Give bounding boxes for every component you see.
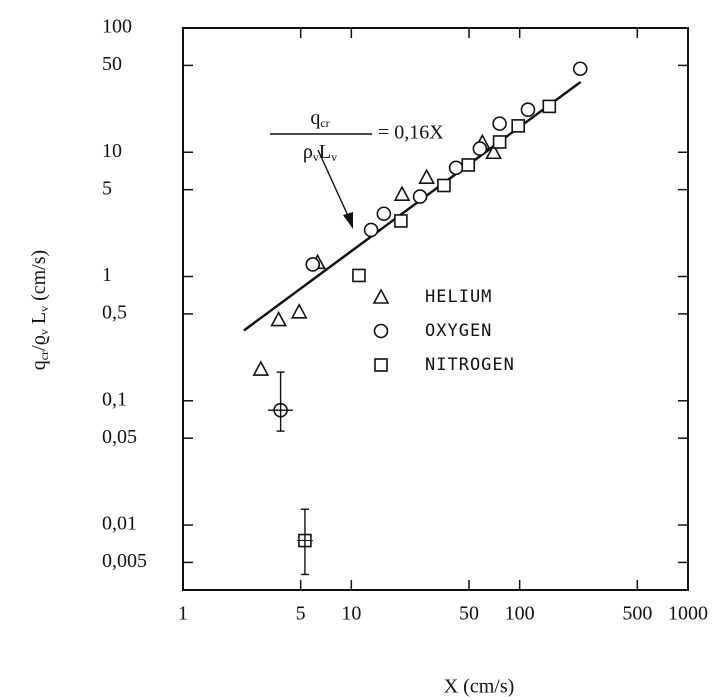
y-axis-label-part: cr bbox=[37, 351, 51, 360]
annotation-denominator-part: L bbox=[319, 141, 331, 163]
marker bbox=[437, 178, 451, 193]
y-tick-label: 50 bbox=[102, 53, 122, 75]
y-tick-label: 0,5 bbox=[102, 302, 127, 324]
marker bbox=[418, 168, 435, 184]
x-tick-label: 10 bbox=[341, 603, 361, 625]
y-tick-label: 10 bbox=[102, 140, 122, 162]
marker bbox=[376, 206, 392, 222]
x-tick-label: 500 bbox=[622, 603, 652, 625]
marker bbox=[374, 358, 388, 372]
x-tick-label: 100 bbox=[505, 603, 535, 625]
annotation-numerator: qcr bbox=[310, 107, 329, 130]
y-tick-label: 0,1 bbox=[102, 388, 127, 410]
marker bbox=[520, 102, 536, 118]
marker bbox=[472, 141, 488, 156]
x-tick-label: 5 bbox=[296, 603, 306, 625]
y-axis-label-part: L bbox=[28, 312, 50, 329]
marker bbox=[511, 119, 525, 133]
marker bbox=[485, 143, 502, 160]
annotation-denominator: ρvLv bbox=[303, 141, 337, 164]
annotation-denominator-part: ρ bbox=[303, 141, 313, 163]
annotation-denominator-part: v bbox=[313, 150, 319, 164]
y-tick-label: 0,01 bbox=[102, 513, 137, 535]
marker bbox=[461, 158, 476, 172]
marker bbox=[572, 61, 588, 77]
legend-label: NITROGEN bbox=[425, 355, 515, 375]
marker bbox=[363, 222, 379, 238]
legend-label: OXYGEN bbox=[425, 321, 492, 341]
annotation-rhs: = 0,16X bbox=[378, 122, 444, 144]
x-tick-label: 50 bbox=[459, 603, 479, 625]
y-tick-label: 0,005 bbox=[102, 550, 147, 572]
annotation-denominator-part: v bbox=[331, 150, 337, 164]
x-tick-label: 1000 bbox=[668, 603, 708, 625]
y-tick-label: 100 bbox=[102, 16, 132, 38]
marker bbox=[372, 288, 390, 304]
y-tick-label: 5 bbox=[102, 177, 112, 199]
fit-line bbox=[243, 80, 582, 332]
legend-label: HELIUM bbox=[425, 287, 492, 307]
marker bbox=[393, 185, 411, 201]
annotation-numerator-part: cr bbox=[320, 116, 329, 130]
y-axis-label-part: (cm/s) bbox=[28, 250, 50, 306]
y-tick-label: 0,05 bbox=[102, 426, 137, 448]
marker bbox=[305, 257, 321, 272]
marker bbox=[412, 189, 428, 204]
annotation-arrow bbox=[317, 149, 350, 219]
annotation-numerator-part: q bbox=[310, 107, 320, 129]
marker bbox=[394, 214, 408, 228]
arrow-head bbox=[343, 212, 353, 229]
marker bbox=[373, 323, 389, 339]
y-axis-label-part: v bbox=[37, 306, 51, 312]
x-axis-label: X (cm/s) bbox=[444, 676, 515, 698]
marker bbox=[542, 99, 557, 114]
marker bbox=[290, 303, 308, 319]
marker bbox=[270, 310, 287, 327]
y-axis-label-part: /ϱ bbox=[28, 335, 50, 351]
y-tick-label: 1 bbox=[102, 264, 112, 286]
marker bbox=[448, 160, 464, 176]
marker bbox=[252, 360, 270, 376]
plot-frame bbox=[182, 27, 689, 591]
y-axis-label: qcr/ϱv Lv (cm/s) bbox=[28, 250, 51, 370]
y-axis-label-part: q bbox=[28, 360, 50, 370]
marker bbox=[352, 268, 366, 283]
y-axis-label-part: v bbox=[37, 329, 51, 335]
marker bbox=[492, 135, 507, 149]
marker bbox=[492, 116, 507, 131]
x-tick-label: 1 bbox=[178, 603, 188, 625]
